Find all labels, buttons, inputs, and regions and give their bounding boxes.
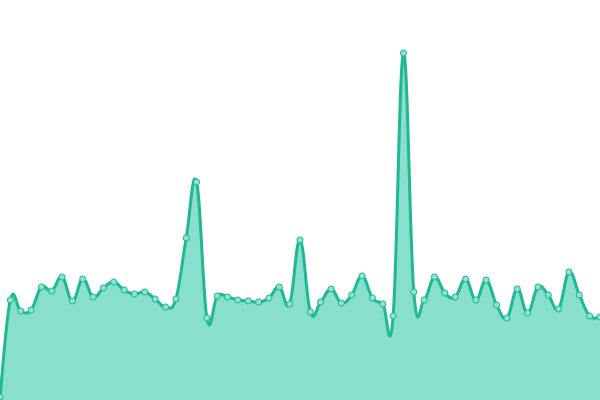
data-point (493, 301, 501, 309)
data-point (575, 291, 583, 299)
data-point (296, 236, 304, 244)
data-point (151, 295, 159, 303)
data-point (534, 283, 542, 291)
data-point (224, 293, 232, 301)
data-point (193, 178, 201, 186)
data-point (162, 303, 170, 311)
data-point (68, 297, 76, 305)
data-point (555, 305, 563, 313)
data-point (441, 289, 449, 297)
data-point (430, 273, 438, 281)
data-point (17, 307, 25, 315)
data-point (389, 312, 397, 320)
data-point (99, 284, 107, 292)
data-point (182, 234, 190, 242)
data-point (213, 292, 221, 300)
data-point (265, 294, 273, 302)
data-point (399, 49, 407, 57)
data-point (110, 278, 118, 286)
data-point (255, 298, 263, 306)
data-point (48, 287, 56, 295)
data-point (544, 291, 552, 299)
data-point (586, 312, 594, 320)
data-point (451, 293, 459, 301)
data-point (596, 313, 600, 321)
data-point (234, 296, 242, 304)
data-point (172, 295, 180, 303)
data-point (79, 275, 87, 283)
data-point (0, 393, 4, 400)
data-point (379, 300, 387, 308)
data-point (286, 300, 294, 308)
data-point (420, 296, 428, 304)
data-point (27, 306, 35, 314)
data-point (203, 314, 211, 322)
data-point (462, 275, 470, 283)
data-point (524, 309, 532, 317)
data-point (37, 283, 45, 291)
data-point (306, 308, 314, 316)
data-point (410, 288, 418, 296)
data-point (130, 290, 138, 298)
data-point (317, 298, 325, 306)
data-point (6, 296, 14, 304)
data-point (482, 276, 490, 284)
data-point (141, 288, 149, 296)
data-point (358, 272, 366, 280)
data-point (89, 293, 97, 301)
data-point (58, 273, 66, 281)
data-point (120, 286, 128, 294)
data-point (368, 294, 376, 302)
data-point (503, 314, 511, 322)
data-point (275, 283, 283, 291)
data-point (565, 268, 573, 276)
area-fill (0, 52, 600, 400)
data-point (348, 291, 356, 299)
data-point (244, 297, 252, 305)
data-point (513, 285, 521, 293)
data-point (337, 299, 345, 307)
data-point (472, 296, 480, 304)
data-point (327, 285, 335, 293)
